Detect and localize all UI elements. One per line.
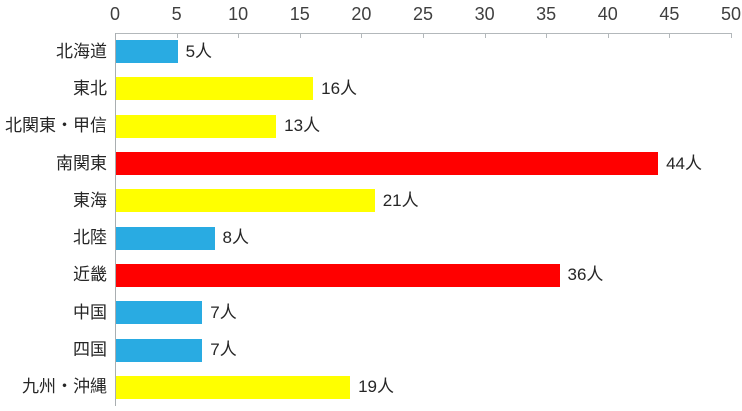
value-label: 19人 xyxy=(358,377,394,397)
x-tick-mark xyxy=(607,33,609,38)
x-tick-mark xyxy=(731,33,732,38)
value-label: 13人 xyxy=(284,116,321,136)
category-label: 東北 xyxy=(73,78,107,98)
x-tick-label: 0 xyxy=(109,4,121,24)
category-label: 近畿 xyxy=(73,265,107,285)
x-tick-label: 15 xyxy=(289,4,310,24)
x-tick-label: 30 xyxy=(474,4,495,24)
value-label: 36人 xyxy=(567,265,604,285)
x-tick-mark xyxy=(423,33,424,38)
category-label: 北海道 xyxy=(56,41,107,61)
category-label: 中国 xyxy=(73,302,107,322)
x-tick-label: 25 xyxy=(412,4,434,24)
value-label: 44人 xyxy=(666,153,702,173)
bar xyxy=(116,301,203,325)
x-tick-label: 35 xyxy=(536,4,557,24)
bar xyxy=(116,375,351,399)
bar xyxy=(116,338,203,362)
value-label: 16人 xyxy=(321,78,358,98)
value-label: 5人 xyxy=(185,41,213,61)
value-label: 7人 xyxy=(210,302,237,322)
x-tick-mark xyxy=(299,33,301,38)
value-label: 7人 xyxy=(210,340,237,360)
x-tick-label: 40 xyxy=(597,4,618,24)
x-tick-mark xyxy=(361,33,363,38)
value-label: 21人 xyxy=(382,190,419,210)
value-label: 8人 xyxy=(222,228,250,248)
x-tick-mark xyxy=(546,33,548,38)
category-label: 九州・沖縄 xyxy=(22,377,107,397)
x-tick-label: 20 xyxy=(351,4,372,24)
x-tick-mark xyxy=(238,33,240,38)
bar xyxy=(116,226,215,250)
x-tick-label: 50 xyxy=(720,4,742,24)
bar xyxy=(116,114,277,138)
bar xyxy=(116,77,314,101)
x-tick-mark xyxy=(484,33,486,38)
category-label: 南関東 xyxy=(56,153,107,173)
x-tick-label: 10 xyxy=(228,4,249,24)
bar xyxy=(116,263,560,287)
bar xyxy=(116,40,178,64)
x-tick-label: 45 xyxy=(659,4,680,24)
category-label: 北陸 xyxy=(73,228,107,248)
bar xyxy=(116,189,375,213)
category-label: 北関東・甲信 xyxy=(5,116,107,136)
category-label: 東海 xyxy=(73,190,107,210)
x-tick-mark xyxy=(176,33,178,38)
y-axis-line xyxy=(115,33,116,406)
x-tick-label: 5 xyxy=(171,4,182,24)
x-tick-mark xyxy=(669,33,671,38)
x-axis-line xyxy=(115,33,732,34)
category-label: 四国 xyxy=(73,340,107,360)
bar xyxy=(116,152,659,176)
